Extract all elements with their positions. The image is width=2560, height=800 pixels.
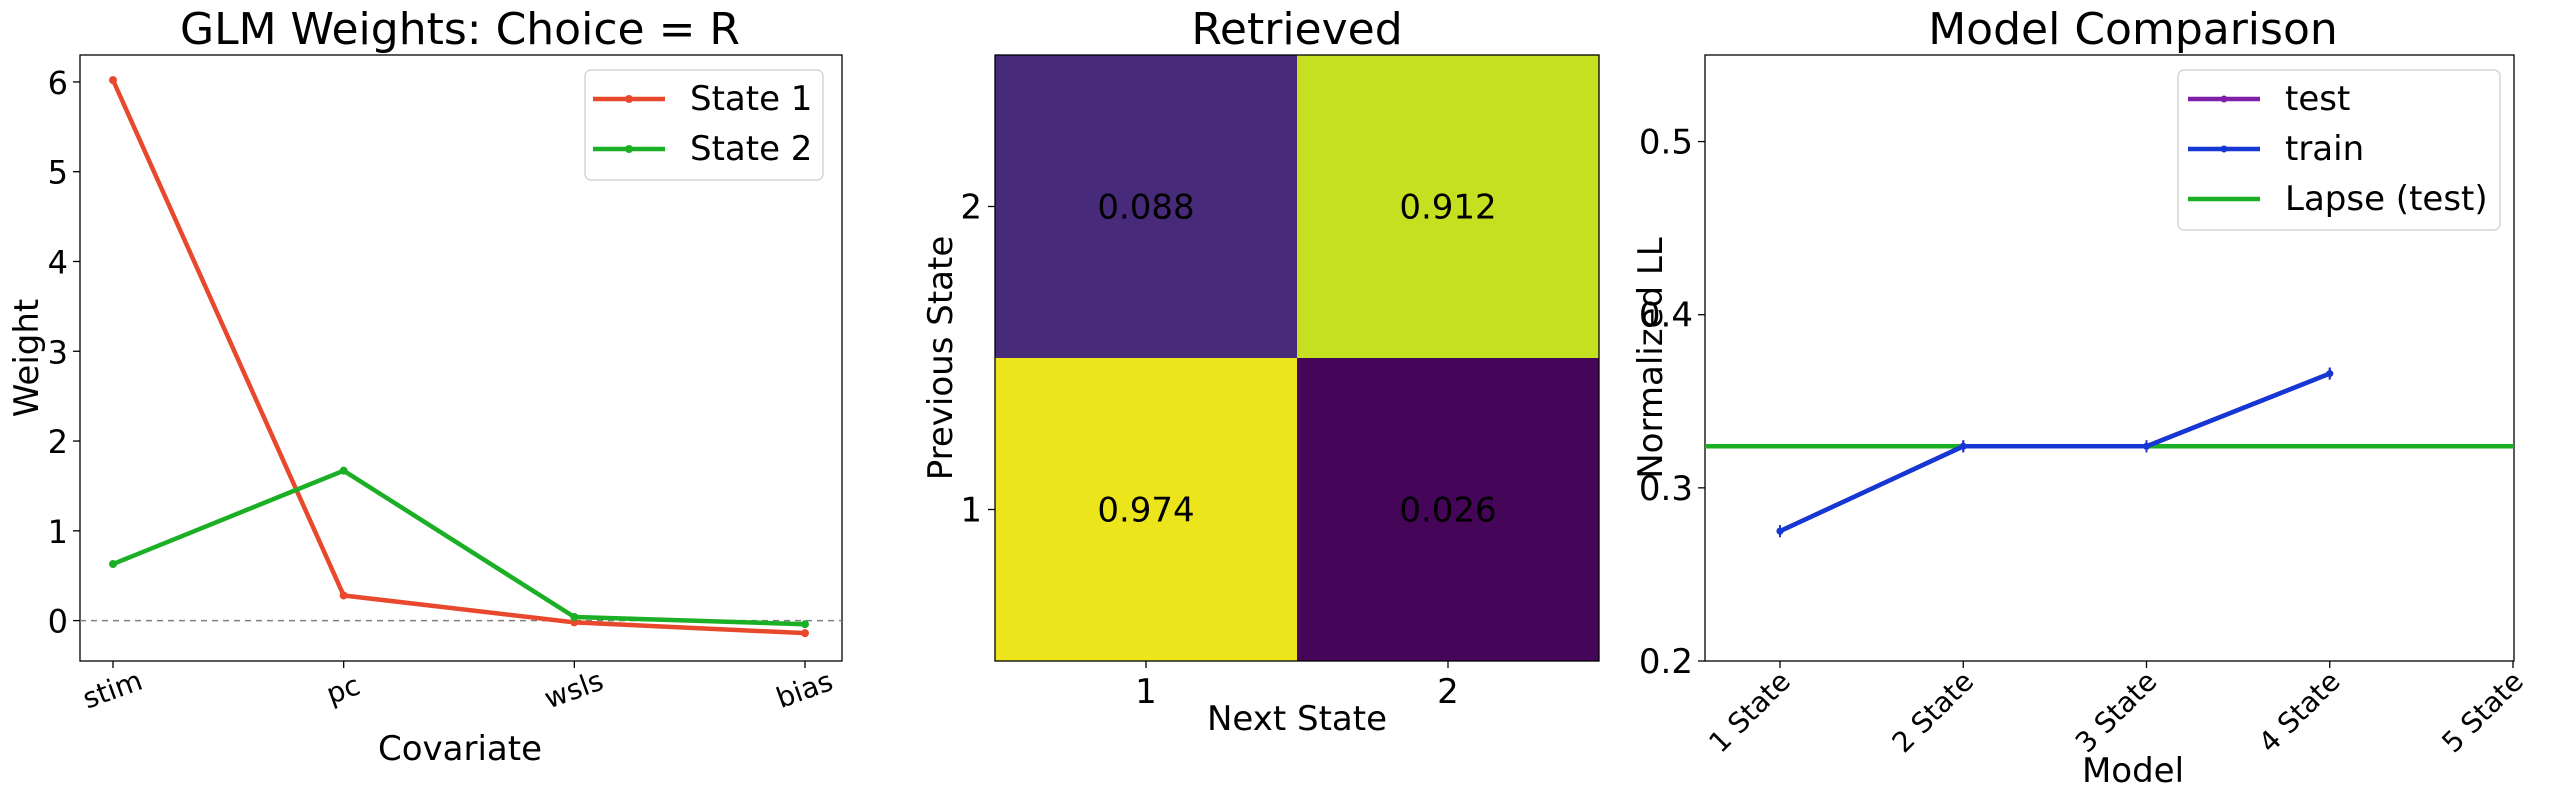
- glm-y-tick-label: 1: [48, 513, 68, 551]
- retrieved-x-axis-label: Next State: [1207, 699, 1387, 739]
- legend-test-marker: [2220, 95, 2228, 103]
- glm-y-tick-label: 2: [48, 423, 68, 461]
- glm-y-tick-label: 5: [48, 154, 68, 192]
- glm-ticks: 0 1 2 3 4 5 6 stim pc wsls bias: [48, 64, 837, 716]
- glm-x-tick-label-stim: stim: [78, 664, 146, 716]
- glm-point-state-2: [339, 466, 348, 475]
- legend-train-label: train: [2285, 129, 2364, 169]
- glm-legend-state1-marker: [625, 95, 633, 103]
- heatmap-x-tick-label-1: 1: [1135, 672, 1157, 712]
- glm-point-state-1: [801, 629, 809, 638]
- model-comparison-legend-box: [2177, 69, 2501, 231]
- glm-x-tick-label-bias: bias: [772, 664, 837, 715]
- model-line-test: [1779, 371, 2331, 534]
- glm-x-axis-label: Covariate: [378, 729, 542, 769]
- model-comparison-title: Model Comparison: [1928, 4, 2338, 55]
- model-comparison-legend: test train Lapse (test): [2177, 69, 2501, 231]
- heatmap-y-tick-label-1: 1: [960, 491, 982, 531]
- glm-legend: State 1 State 2: [584, 69, 824, 181]
- glm-x-tick-label-pc: pc: [322, 668, 364, 710]
- glm-title: GLM Weights: Choice = R: [180, 4, 740, 55]
- legend-train-marker: [2220, 145, 2228, 153]
- glm-line-state-2: [112, 468, 806, 627]
- glm-y-tick-label: 3: [48, 333, 68, 371]
- heatmap-y-tick-label-2: 2: [960, 188, 982, 228]
- glm-legend-state2-marker: [625, 145, 633, 153]
- glm-series: [109, 76, 809, 638]
- heatmap-x-tick-label-2: 2: [1437, 672, 1459, 712]
- glm-y-tick-label: 4: [48, 243, 68, 281]
- heatmap-cell-r1-c2: [1297, 358, 1599, 661]
- glm-point-state-2: [801, 620, 809, 629]
- model-x-tick-label-3-state: 3 State: [2069, 665, 2164, 760]
- model-x-tick-label-1-state: 1 State: [1702, 665, 1797, 760]
- glm-y-tick-label: 6: [48, 64, 68, 102]
- retrieved-title: Retrieved: [1191, 4, 1402, 55]
- heatmap-value-r1-c2: 0.026: [1399, 491, 1496, 531]
- glm-y-axis-label: Weight: [7, 299, 47, 417]
- glm-point-state-2: [570, 613, 579, 622]
- heatmap-cell-r2-c2: [1297, 55, 1599, 358]
- glm-x-tick-label-wsls: wsls: [540, 664, 608, 715]
- model-x-tick-label-5-state: 5 State: [2435, 665, 2530, 760]
- model-x-tick-label-4-state: 4 State: [2252, 665, 2347, 760]
- glm-point-state-2: [109, 560, 117, 569]
- retrieved-ticks: 1 2 2 1: [960, 188, 1458, 713]
- model-y-tick-label: 0.4: [1639, 296, 1693, 336]
- heatmap-cell-r1-c1: [995, 358, 1297, 661]
- glm-legend-state2-label: State 2: [690, 129, 812, 169]
- legend-lapse-label: Lapse (test): [2285, 179, 2488, 219]
- retrieved-panel: Retrieved 0.088 0.912 0.974 0.026 1 2 2 1 Prev…: [921, 4, 1600, 739]
- glm-plot-frame: [79, 54, 843, 662]
- glm-point-state-1: [109, 76, 117, 85]
- heatmap-cell-r2-c1: [995, 55, 1297, 358]
- model-comparison-x-axis-label: Model: [2082, 751, 2184, 791]
- legend-test-label: test: [2285, 79, 2350, 119]
- model-y-tick-label: 0.2: [1639, 642, 1693, 682]
- heatmap-value-r1-c1: 0.974: [1097, 491, 1194, 531]
- retrieved-heatmap-cells: 0.088 0.912 0.974 0.026: [995, 55, 1599, 661]
- retrieved-y-axis-label: Previous State: [921, 236, 961, 481]
- model-comparison-panel: Model Comparison 0.2 0.3 0.4 0.5 1 State 2 St…: [1631, 4, 2530, 791]
- heatmap-value-r2-c2: 0.912: [1399, 188, 1496, 228]
- glm-line-state-1: [110, 79, 806, 636]
- model-x-tick-label-2-state: 2 State: [1886, 665, 1981, 760]
- model-y-tick-label: 0.5: [1639, 123, 1693, 163]
- model-comparison-y-axis-label: Normalized LL: [1631, 237, 1671, 479]
- model-comparison-plot-frame: [1704, 54, 2515, 662]
- glm-point-state-1: [339, 591, 348, 600]
- model-comparison-series: [1705, 367, 2514, 538]
- model-y-tick-label: 0.3: [1639, 469, 1693, 509]
- glm-y-tick-label: 0: [48, 603, 68, 641]
- model-line-train: [1779, 371, 2331, 534]
- glm-weights-panel: GLM Weights: Choice = R Weight Covariate…: [7, 4, 843, 769]
- heatmap-value-r2-c1: 0.088: [1097, 188, 1194, 228]
- retrieved-plot-frame: [994, 54, 1600, 662]
- glm-legend-state1-label: State 1: [690, 79, 812, 119]
